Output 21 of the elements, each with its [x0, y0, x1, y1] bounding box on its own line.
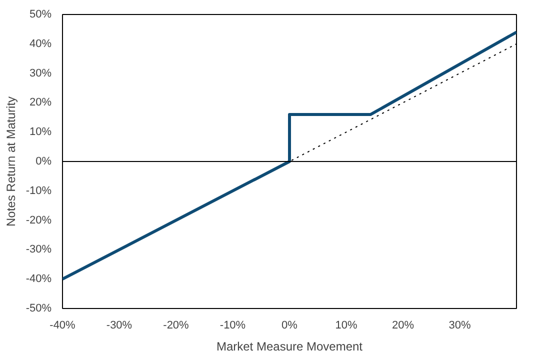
x-tick-label: -30%: [106, 320, 132, 332]
y-tick-label: -30%: [26, 244, 52, 256]
y-tick-label: 50%: [29, 8, 52, 20]
y-tick-label: 40%: [29, 38, 52, 50]
y-tick-label: -50%: [26, 302, 52, 314]
x-tick-label: 0%: [282, 320, 298, 332]
x-tick-label: -40%: [50, 320, 76, 332]
y-tick-label: -40%: [26, 273, 52, 286]
x-tick-label: 30%: [448, 320, 471, 332]
x-tick-label: -20%: [163, 320, 190, 332]
x-tick-label: 10%: [335, 320, 358, 332]
y-axis-title: Notes Return at Maturity: [4, 96, 18, 227]
y-tick-label: 0%: [36, 156, 52, 168]
y-tick-label: 10%: [29, 126, 52, 138]
x-tick-label: 20%: [392, 320, 414, 332]
y-tick-label: -10%: [26, 184, 52, 197]
y-tick-label: 30%: [29, 67, 52, 80]
x-tick-label: -10%: [220, 320, 246, 332]
y-tick-label: 20%: [29, 96, 52, 109]
y-tick-label: -20%: [26, 214, 52, 226]
x-axis-title: Market Measure Movement: [216, 340, 364, 354]
